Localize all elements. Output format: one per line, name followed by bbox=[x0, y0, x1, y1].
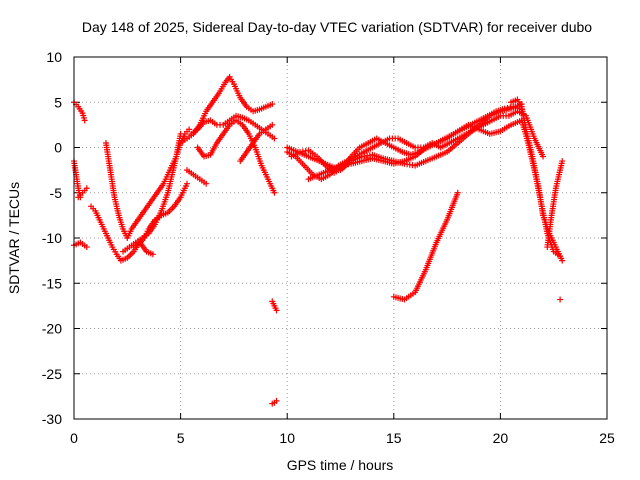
y-tick-label: -15 bbox=[42, 275, 62, 291]
data-point bbox=[273, 307, 280, 314]
data-point bbox=[302, 147, 309, 154]
x-tick-label: 20 bbox=[493, 430, 509, 446]
data-point bbox=[83, 185, 90, 192]
x-axis-ticks: 0 5 10 15 20 25 bbox=[70, 57, 615, 446]
y-axis-title: SDTVAR / TECUs bbox=[6, 182, 22, 294]
data-point bbox=[186, 126, 193, 133]
plot-frame bbox=[73, 56, 608, 420]
data-point bbox=[177, 130, 184, 137]
x-tick-label: 0 bbox=[70, 430, 78, 446]
chart-title: Day 148 of 2025, Sidereal Day-to-day VTE… bbox=[82, 19, 592, 35]
data-point bbox=[296, 149, 303, 156]
data-point bbox=[299, 148, 306, 155]
data-point bbox=[454, 189, 461, 196]
series-arc-x bbox=[557, 296, 564, 303]
series-arc-o bbox=[269, 397, 280, 407]
data-point bbox=[183, 180, 190, 187]
series-arc-i bbox=[177, 73, 276, 146]
data-point bbox=[273, 397, 280, 404]
y-tick-label: 10 bbox=[46, 49, 62, 65]
y-tick-label: -5 bbox=[50, 185, 63, 201]
data-point bbox=[83, 244, 90, 251]
series-arc-w bbox=[544, 158, 566, 251]
x-tick-label: 5 bbox=[177, 430, 185, 446]
series-arc-s bbox=[305, 117, 525, 183]
series-arc-b bbox=[71, 158, 84, 201]
series-arc-n bbox=[269, 298, 280, 314]
data-point bbox=[557, 296, 564, 303]
series-arc-f bbox=[102, 126, 193, 241]
data-point bbox=[203, 180, 210, 187]
y-tick-label: -25 bbox=[42, 366, 62, 382]
series-arc-v bbox=[518, 117, 564, 260]
data-point bbox=[501, 105, 508, 112]
data-point bbox=[271, 135, 278, 142]
data-point bbox=[557, 253, 564, 260]
series-arc-m bbox=[183, 167, 210, 187]
series-arc-k bbox=[194, 117, 278, 196]
data-point bbox=[81, 117, 88, 124]
y-tick-label: -20 bbox=[42, 321, 62, 337]
x-tick-label: 10 bbox=[279, 430, 295, 446]
data-point bbox=[269, 121, 276, 128]
x-axis-title: GPS time / hours bbox=[287, 457, 394, 473]
data-point bbox=[559, 257, 566, 264]
data-point bbox=[504, 104, 511, 111]
series-arc-h bbox=[130, 239, 156, 258]
y-axis-ticks: -30 -25 -20 -15 -10 -5 0 5 10 bbox=[42, 49, 607, 427]
data-point bbox=[271, 189, 278, 196]
series-arc-g bbox=[120, 130, 184, 255]
series-arc-a bbox=[71, 99, 88, 124]
y-tick-label: -10 bbox=[42, 230, 62, 246]
x-tick-label: 15 bbox=[386, 430, 402, 446]
y-tick-label: 0 bbox=[54, 140, 62, 156]
y-tick-label: -30 bbox=[42, 411, 62, 427]
series-arc-d bbox=[75, 185, 90, 201]
grid bbox=[74, 57, 607, 419]
series-arc-l bbox=[237, 121, 276, 165]
x-tick-label: 25 bbox=[599, 430, 615, 446]
data-point bbox=[149, 251, 156, 258]
y-tick-label: 5 bbox=[54, 94, 62, 110]
series-arc-j bbox=[188, 112, 278, 142]
data-point bbox=[540, 153, 547, 160]
data-point bbox=[559, 158, 566, 165]
data-points bbox=[71, 73, 566, 407]
series-arc-t bbox=[390, 189, 461, 303]
data-point bbox=[269, 101, 276, 108]
